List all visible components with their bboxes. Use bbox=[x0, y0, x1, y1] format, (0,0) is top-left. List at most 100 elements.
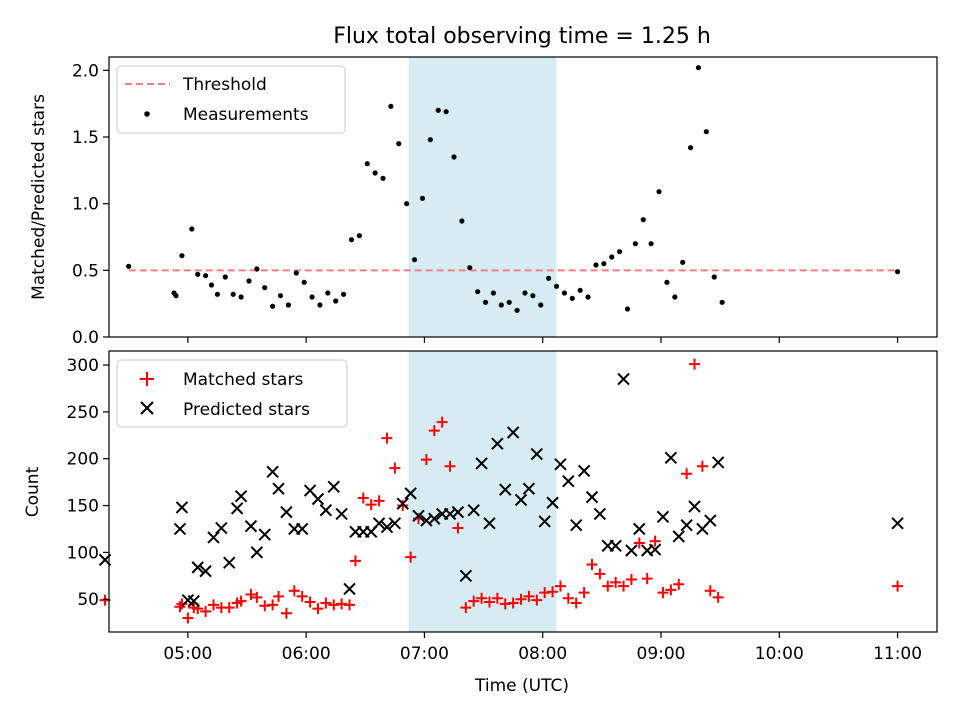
predicted-star-point bbox=[467, 504, 480, 517]
legend: Matched stars Predicted stars bbox=[116, 359, 348, 428]
measurement-point bbox=[719, 299, 725, 305]
matched-star-point bbox=[476, 592, 488, 604]
y-tick-label: 2.0 bbox=[72, 61, 99, 81]
measurement-point bbox=[640, 217, 646, 223]
measurement-point bbox=[364, 161, 370, 167]
x-tick-label: 08:00 bbox=[518, 644, 567, 664]
measurement-point bbox=[293, 270, 299, 276]
predicted-star-point bbox=[244, 519, 258, 533]
measurement-point bbox=[238, 294, 244, 300]
measurement-point bbox=[664, 279, 670, 285]
predicted-star-point bbox=[191, 561, 204, 574]
y-tick-label: 200 bbox=[67, 450, 99, 470]
predicted-star-point bbox=[656, 510, 670, 523]
y-tick-label: 100 bbox=[67, 543, 99, 563]
measurement-point bbox=[593, 262, 599, 268]
matched-star-point bbox=[641, 573, 653, 585]
measurement-point bbox=[585, 294, 591, 300]
predicted-star-point bbox=[295, 522, 309, 536]
x-axis-label: Time (UTC) bbox=[474, 676, 569, 696]
y-tick-label: 150 bbox=[67, 497, 99, 517]
predicted-star-point bbox=[234, 489, 248, 503]
predicted-star-point bbox=[514, 493, 528, 507]
matched-star-point bbox=[235, 595, 247, 607]
predicted-star-point bbox=[633, 522, 646, 536]
predicted-star-point bbox=[625, 544, 638, 557]
measurement-point bbox=[411, 257, 418, 263]
ratio-plot-layer bbox=[126, 65, 901, 313]
matched-star-point bbox=[251, 591, 263, 603]
ratio-panel: Flux total observing time = 1.25 h 0.00.… bbox=[29, 24, 938, 348]
y-tick-label: 250 bbox=[67, 403, 99, 423]
predicted-star-point bbox=[688, 500, 701, 513]
matched-star-point bbox=[452, 522, 464, 534]
predicted-star-point bbox=[475, 457, 488, 470]
predicted-star-point bbox=[258, 528, 271, 541]
matched-star-point bbox=[657, 587, 669, 599]
measurement-point bbox=[189, 226, 195, 232]
matched-star-point bbox=[633, 537, 645, 549]
y-axis-label: Count bbox=[23, 466, 43, 517]
measurement-point bbox=[427, 137, 433, 143]
matched-star-point bbox=[547, 586, 559, 598]
measurement-point bbox=[459, 218, 465, 224]
legend-box bbox=[116, 359, 348, 428]
matched-star-point bbox=[397, 500, 409, 512]
predicted-star-point bbox=[388, 517, 402, 530]
predicted-star-point bbox=[522, 482, 536, 495]
measurement-point bbox=[514, 307, 520, 313]
measurement-point bbox=[254, 266, 260, 272]
predicted-star-point bbox=[506, 426, 520, 439]
count-axes: 50 100 150 200 250 300 05:00 06:00 07:00 08:00 09:… bbox=[67, 356, 923, 664]
matched-star-point bbox=[312, 603, 324, 615]
matched-star-point bbox=[444, 460, 456, 472]
measurement-point bbox=[173, 293, 179, 299]
legend-threshold-label: Threshold bbox=[182, 75, 267, 95]
matched-star-point bbox=[704, 585, 716, 597]
measurement-point bbox=[372, 170, 378, 176]
matched-star-point bbox=[357, 492, 369, 504]
matched-star-point bbox=[420, 454, 432, 466]
measurement-point bbox=[467, 265, 473, 271]
legend-predicted-label: Predicted stars bbox=[183, 400, 310, 420]
y-tick-label: 0.5 bbox=[72, 261, 99, 281]
y-tick-label: 1.0 bbox=[72, 195, 99, 215]
predicted-star-point bbox=[396, 497, 409, 510]
legend-predicted-swatch bbox=[140, 401, 154, 415]
predicted-star-point bbox=[562, 474, 575, 488]
matched-star-point bbox=[578, 587, 590, 599]
measurement-point bbox=[687, 145, 694, 151]
predicted-star-point bbox=[343, 582, 356, 596]
predicted-star-point bbox=[546, 496, 559, 509]
matched-star-point bbox=[594, 568, 606, 580]
measurement-point bbox=[214, 291, 221, 297]
predicted-star-point bbox=[380, 520, 394, 534]
predicted-star-point bbox=[648, 543, 662, 556]
x-tick-label: 11:00 bbox=[873, 644, 922, 664]
matched-star-point bbox=[296, 590, 308, 602]
measurement-point bbox=[498, 302, 504, 308]
predicted-star-point bbox=[617, 372, 630, 386]
predicted-star-point bbox=[609, 539, 622, 553]
legend-box bbox=[116, 65, 346, 134]
y-tick-label: 1.5 bbox=[72, 128, 99, 148]
matched-star-point bbox=[207, 599, 219, 611]
predicted-star-point bbox=[664, 451, 678, 464]
matched-star-point bbox=[349, 555, 361, 567]
count-plot-layer bbox=[98, 358, 904, 624]
measurement-point bbox=[333, 298, 339, 304]
matched-star-point bbox=[625, 574, 637, 586]
matched-star-point bbox=[182, 612, 194, 624]
plot-frame bbox=[108, 56, 938, 338]
predicted-star-point bbox=[215, 521, 228, 535]
measurement-point bbox=[506, 299, 512, 305]
measurement-point bbox=[348, 237, 355, 243]
predicted-star-point bbox=[593, 507, 607, 521]
legend-matched-label: Matched stars bbox=[183, 370, 303, 390]
predicted-star-point bbox=[175, 501, 189, 514]
predicted-star-point bbox=[311, 492, 325, 506]
shaded-span bbox=[408, 351, 557, 632]
measurement-point bbox=[246, 278, 252, 284]
predicted-star-point bbox=[554, 458, 567, 471]
measurement-point bbox=[546, 275, 552, 281]
